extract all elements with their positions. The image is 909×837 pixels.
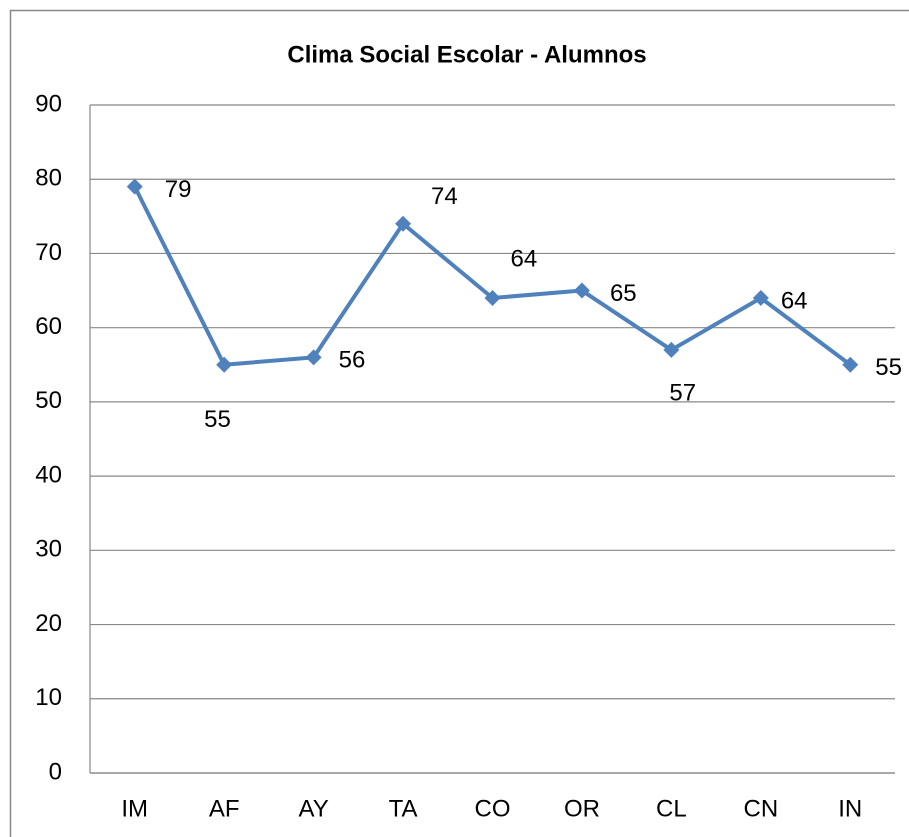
- x-tick-label: IN: [838, 795, 862, 822]
- x-tick-label: OR: [564, 795, 600, 822]
- marker: [663, 341, 680, 358]
- y-tick-label: 30: [35, 536, 62, 563]
- chart-border: [9, 9, 909, 837]
- y-tick-label: 80: [35, 165, 62, 192]
- y-tick-label: 10: [35, 684, 62, 711]
- x-tick-label: AF: [209, 795, 240, 822]
- marker: [216, 356, 233, 373]
- marker: [573, 282, 590, 299]
- marker: [484, 289, 501, 306]
- data-label: 65: [610, 280, 637, 307]
- x-tick-label: IM: [121, 795, 148, 822]
- x-tick-label: TA: [389, 795, 418, 822]
- y-tick-label: 40: [35, 461, 62, 488]
- data-label: 57: [669, 379, 696, 406]
- marker: [752, 289, 769, 306]
- y-tick-label: 60: [35, 313, 62, 340]
- chart-title: Clima Social Escolar - Alumnos: [287, 41, 646, 68]
- data-label: 56: [339, 347, 366, 374]
- data-label: 74: [431, 183, 458, 210]
- x-tick-label: CN: [743, 795, 778, 822]
- marker: [305, 349, 322, 366]
- data-label: 79: [165, 176, 192, 203]
- marker: [126, 178, 143, 195]
- data-label: 64: [511, 245, 538, 272]
- x-tick-label: AY: [298, 795, 328, 822]
- y-tick-label: 50: [35, 387, 62, 414]
- data-label: 55: [204, 406, 231, 433]
- data-label: 64: [781, 287, 808, 314]
- y-tick-label: 90: [35, 90, 62, 117]
- data-label: 55: [875, 354, 902, 381]
- marker: [395, 215, 412, 232]
- x-tick-label: CL: [656, 795, 687, 822]
- y-tick-label: 70: [35, 239, 62, 266]
- y-tick-label: 20: [35, 610, 62, 637]
- y-tick-label: 0: [49, 758, 62, 785]
- marker: [842, 356, 859, 373]
- x-tick-label: CO: [475, 795, 511, 822]
